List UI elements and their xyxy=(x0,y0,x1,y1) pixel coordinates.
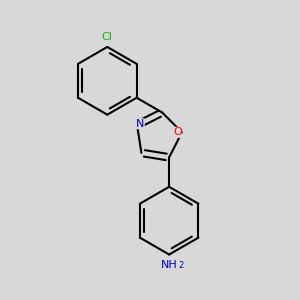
Text: N: N xyxy=(136,119,144,129)
Text: 2: 2 xyxy=(178,261,184,270)
Text: O: O xyxy=(173,128,182,137)
Text: Cl: Cl xyxy=(102,32,113,42)
Text: NH: NH xyxy=(161,260,178,270)
